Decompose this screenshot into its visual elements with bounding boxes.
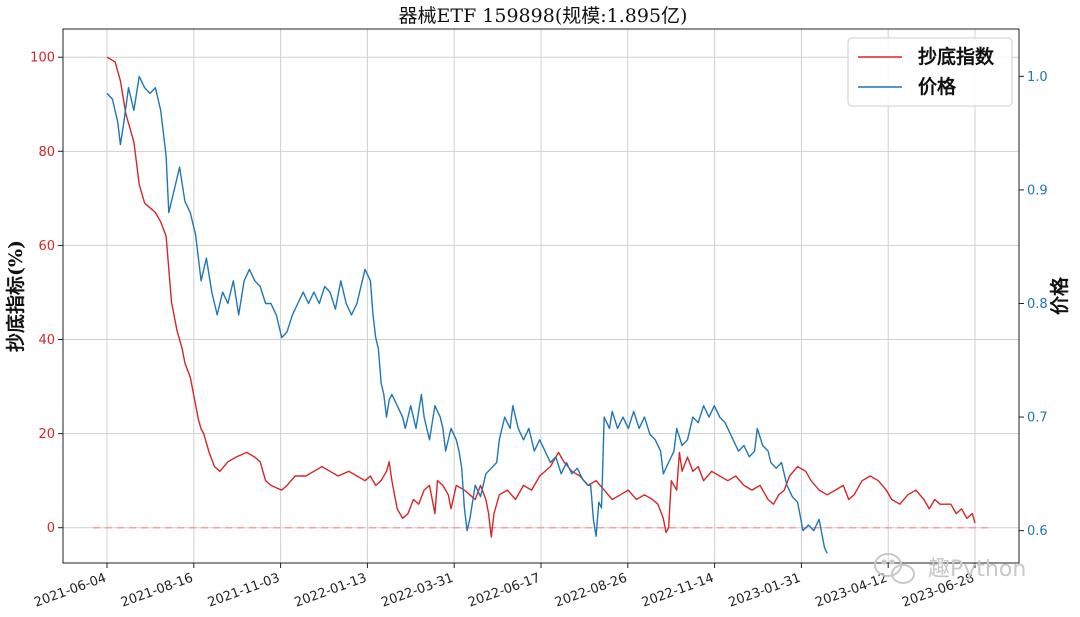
tick-label-x: 2023-04-12 — [813, 571, 889, 611]
chart-title: 器械ETF 159898(规模:1.895亿) — [399, 5, 688, 27]
series-line-bottom-index — [106, 56, 976, 538]
legend-label-bottom-index: 抄底指数 — [918, 45, 995, 68]
tick-label-x: 2021-08-16 — [119, 571, 195, 611]
tick-label-right: 0.9 — [1027, 183, 1048, 198]
tick-label-right: 0.8 — [1027, 297, 1048, 312]
tick-label-right: 0.7 — [1027, 411, 1048, 426]
tick-label-x: 2022-11-14 — [640, 571, 716, 611]
y-axis-label-left: 抄底指标(%) — [4, 240, 27, 352]
tick-label-left: 0 — [47, 521, 55, 536]
tick-label-x: 2022-01-13 — [293, 571, 369, 611]
legend-box — [847, 37, 1013, 107]
watermark: 趣Python — [874, 553, 1026, 584]
tick-label-x: 2021-11-03 — [206, 571, 282, 611]
tick-label-left: 20 — [38, 427, 55, 442]
right-axis-ticks: 0.6 0.7 0.8 0.9 1.0 — [1019, 70, 1048, 539]
tick-label-x: 2021-06-04 — [32, 571, 108, 611]
legend: 抄底指数 价格 — [847, 37, 1013, 107]
tick-label-x: 2022-08-26 — [553, 571, 629, 611]
tick-label-right: 0.6 — [1027, 524, 1048, 539]
y-axis-label-right: 价格 — [1048, 276, 1071, 315]
grid-lines — [63, 29, 1019, 563]
tick-label-x: 2022-06-17 — [466, 571, 542, 611]
legend-label-price: 价格 — [918, 75, 957, 98]
watermark-text: 趣Python — [928, 557, 1026, 582]
tick-label-x: 2022-03-31 — [379, 571, 455, 611]
tick-label-left: 60 — [38, 239, 55, 254]
x-axis-ticks: 2021-06-04 2021-08-16 2021-11-03 2022-01-13… — [32, 563, 976, 611]
tick-label-left: 80 — [38, 145, 55, 160]
series-line-price — [106, 75, 828, 554]
tick-label-left: 40 — [38, 333, 55, 348]
wechat-logo-icon — [874, 553, 915, 584]
left-axis-ticks: 0 20 40 60 80 100 — [30, 51, 63, 536]
tick-label-left: 100 — [30, 51, 55, 66]
tick-label-x: 2023-01-31 — [727, 571, 803, 611]
series-lines — [106, 56, 976, 554]
tick-label-right: 1.0 — [1027, 70, 1048, 85]
